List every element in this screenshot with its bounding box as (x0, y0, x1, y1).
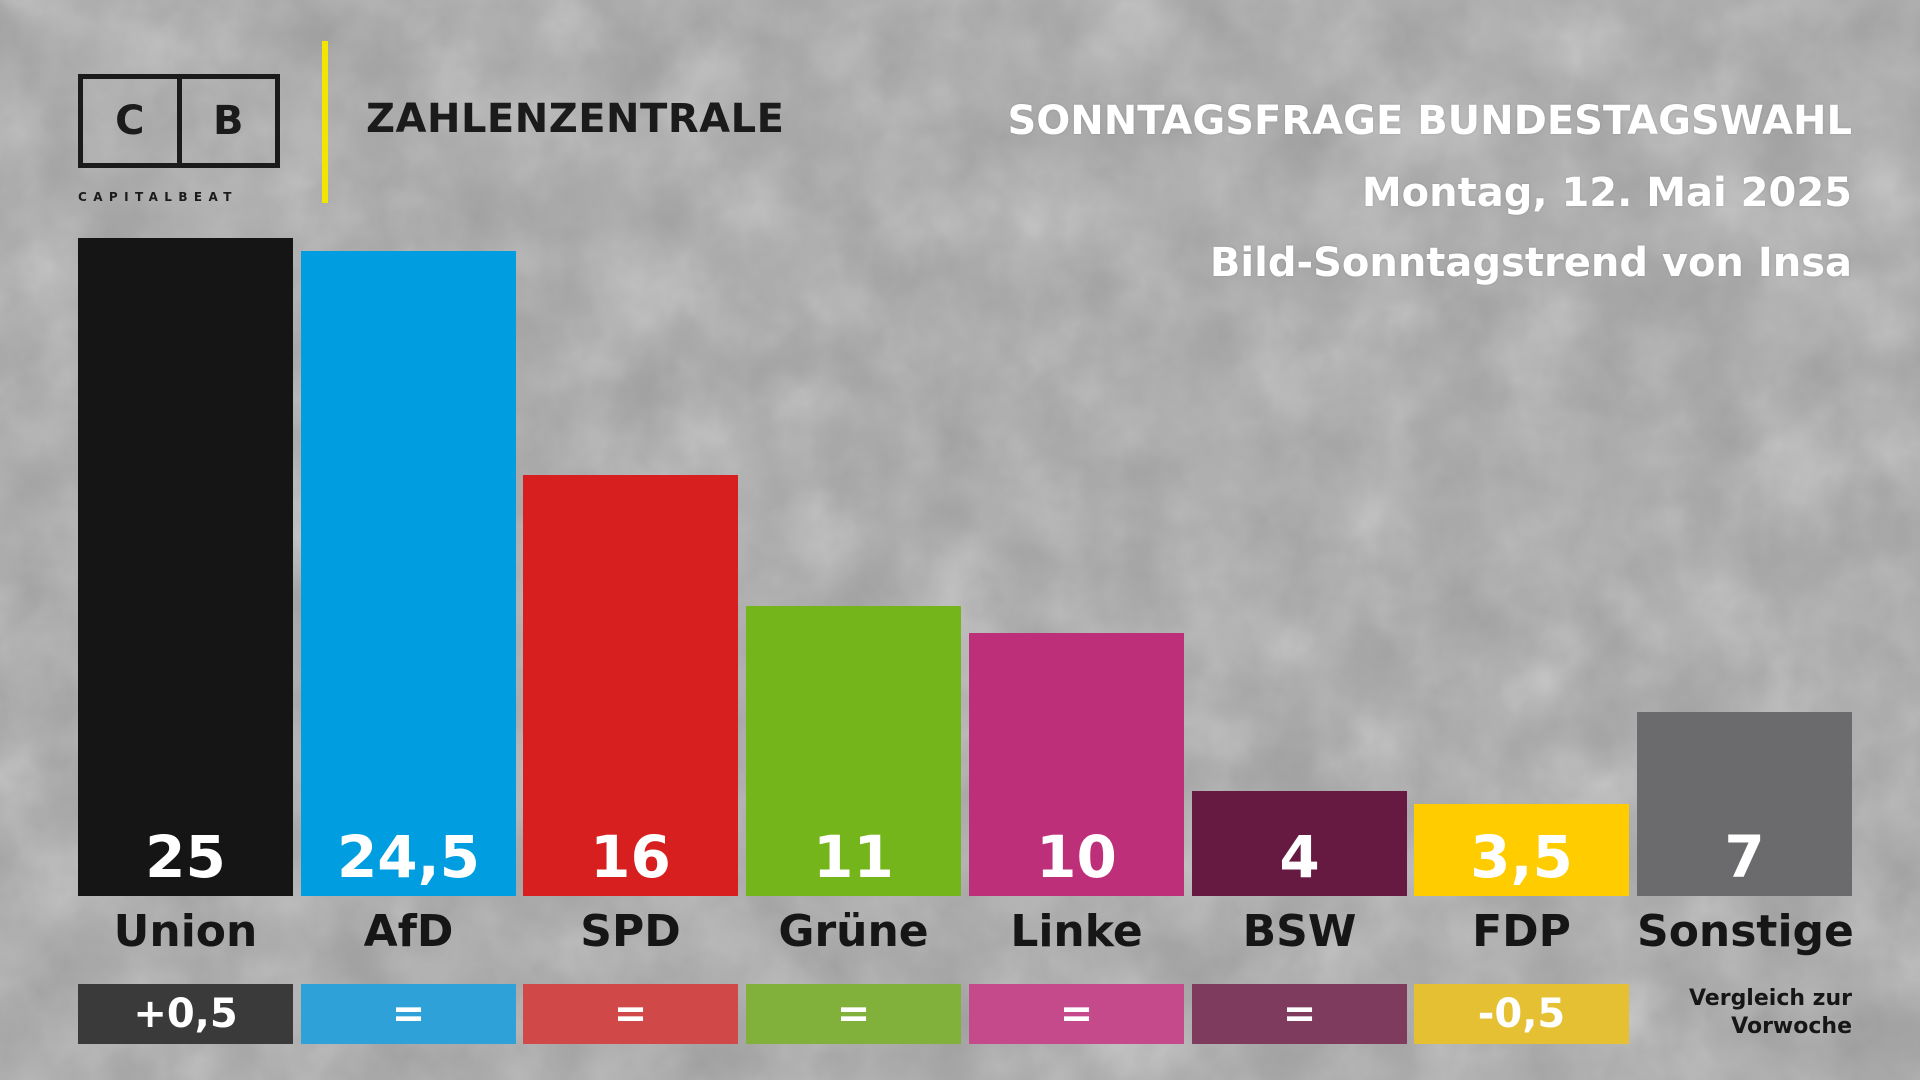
category-label: SPD (580, 906, 681, 957)
compare-note-line-1: Vergleich zur (1688, 986, 1852, 1011)
category-label: Union (113, 906, 258, 957)
bar-value-label: 3,5 (1470, 823, 1573, 891)
poll-source: Bild-Sonntagstrend von Insa (1209, 240, 1852, 286)
bar-value-label: 7 (1724, 823, 1765, 891)
bar-7 (1637, 712, 1852, 896)
change-badge: = (969, 984, 1184, 1044)
bar-value-label: 4 (1279, 823, 1320, 891)
capitalbeat-logo: C B (78, 74, 280, 168)
compare-note: Vergleich zur Vorwoche (1689, 985, 1852, 1041)
logo-wordmark: CAPITALBEAT (78, 190, 238, 204)
change-badge: +0,5 (78, 984, 293, 1044)
change-badge: -0,5 (1414, 984, 1629, 1044)
change-badge: = (301, 984, 516, 1044)
bar-1 (301, 251, 516, 896)
category-label: FDP (1472, 906, 1571, 957)
bar-value-label: 10 (1036, 823, 1117, 891)
category-label: Linke (1010, 906, 1143, 957)
change-badge: = (523, 984, 738, 1044)
category-label: BSW (1242, 906, 1357, 957)
bar-0 (78, 238, 293, 896)
change-badge: = (746, 984, 961, 1044)
compare-note-line-2: Vorwoche (1731, 1014, 1852, 1039)
bar-value-label: 16 (590, 823, 671, 891)
logo-letter-c: C (83, 79, 182, 163)
bar-4 (969, 633, 1184, 896)
bar-6 (1414, 804, 1629, 896)
change-badge: = (1192, 984, 1407, 1044)
category-label: AfD (363, 906, 454, 957)
category-label: Grüne (778, 906, 929, 957)
poll-date: Montag, 12. Mai 2025 (1361, 170, 1852, 216)
bar-5 (1192, 791, 1407, 896)
bar-value-label: 11 (813, 823, 894, 891)
chart-title: SONNTAGSFRAGE BUNDESTAGSWAHL (1007, 98, 1852, 144)
bar-3 (746, 606, 961, 896)
section-title: ZAHLENZENTRALE (366, 96, 785, 142)
logo-letter-b: B (213, 98, 244, 144)
bar-value-label: 24,5 (336, 823, 481, 891)
yellow-divider (322, 41, 328, 203)
category-label: Sonstige (1637, 906, 1854, 957)
bar-2 (523, 475, 738, 896)
bar-value-label: 25 (145, 823, 226, 891)
